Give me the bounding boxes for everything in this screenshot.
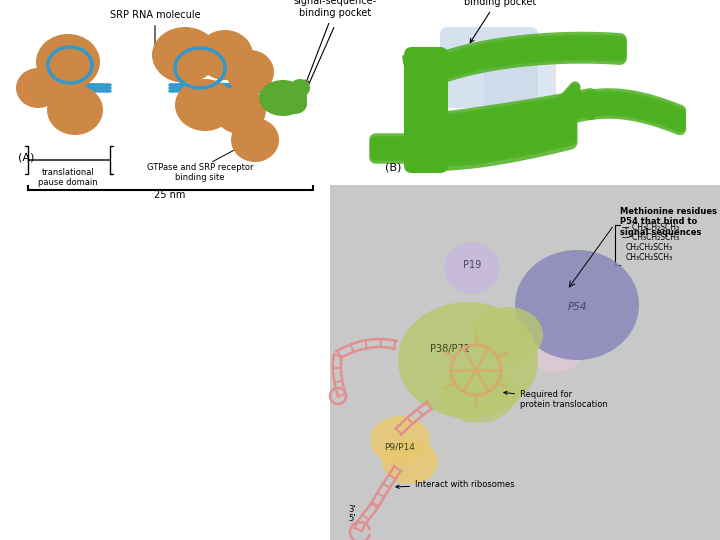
Ellipse shape bbox=[152, 27, 218, 83]
Text: GTPase and SRP receptor
binding site: GTPase and SRP receptor binding site bbox=[147, 163, 253, 183]
Text: (B): (B) bbox=[385, 162, 401, 172]
Ellipse shape bbox=[214, 86, 266, 134]
Ellipse shape bbox=[515, 250, 639, 360]
Ellipse shape bbox=[197, 30, 253, 80]
Text: CH₂CH₂SCH₃: CH₂CH₂SCH₃ bbox=[626, 243, 673, 252]
FancyBboxPatch shape bbox=[404, 47, 448, 173]
Ellipse shape bbox=[36, 34, 100, 90]
FancyBboxPatch shape bbox=[440, 27, 538, 108]
Ellipse shape bbox=[47, 85, 103, 135]
Text: Required for
protein translocation: Required for protein translocation bbox=[504, 390, 608, 409]
Ellipse shape bbox=[525, 324, 585, 372]
Ellipse shape bbox=[231, 118, 279, 162]
Text: Methionine residues on
P54 that bind to
signal sequences: Methionine residues on P54 that bind to … bbox=[620, 207, 720, 237]
Ellipse shape bbox=[290, 79, 310, 97]
Ellipse shape bbox=[259, 80, 307, 116]
Text: CH₃CH₂SCH₃: CH₃CH₂SCH₃ bbox=[626, 253, 673, 262]
FancyBboxPatch shape bbox=[484, 49, 556, 121]
Text: P9/P14: P9/P14 bbox=[384, 443, 415, 452]
Text: Interact with ribosomes: Interact with ribosomes bbox=[396, 480, 515, 489]
Text: P38/P72: P38/P72 bbox=[430, 344, 470, 354]
Ellipse shape bbox=[473, 307, 543, 363]
Text: 5': 5' bbox=[348, 514, 356, 523]
Ellipse shape bbox=[444, 242, 500, 294]
Bar bbox=[330, 185, 720, 540]
Text: signal-sequence-
binding pocket: signal-sequence- binding pocket bbox=[459, 0, 541, 43]
Text: P19: P19 bbox=[463, 260, 481, 270]
Text: P54: P54 bbox=[567, 302, 587, 312]
Text: 25 nm: 25 nm bbox=[154, 190, 186, 200]
Text: 3': 3' bbox=[348, 505, 356, 514]
Text: SRP RNA molecule: SRP RNA molecule bbox=[109, 10, 200, 58]
Ellipse shape bbox=[16, 68, 60, 108]
Text: — CH₃CH₂SCH₃: — CH₃CH₂SCH₃ bbox=[622, 223, 679, 232]
Text: — CH₃CH₂SCH₃: — CH₃CH₂SCH₃ bbox=[622, 233, 679, 242]
Ellipse shape bbox=[398, 302, 538, 418]
Ellipse shape bbox=[370, 416, 430, 464]
Text: translational
pause domain: translational pause domain bbox=[38, 168, 98, 187]
Ellipse shape bbox=[440, 367, 516, 423]
Ellipse shape bbox=[382, 440, 438, 484]
Text: (A): (A) bbox=[18, 152, 35, 162]
Ellipse shape bbox=[283, 94, 307, 114]
Text: signal-sequence-
binding pocket: signal-sequence- binding pocket bbox=[294, 0, 377, 84]
Ellipse shape bbox=[175, 79, 235, 131]
Ellipse shape bbox=[226, 50, 274, 94]
